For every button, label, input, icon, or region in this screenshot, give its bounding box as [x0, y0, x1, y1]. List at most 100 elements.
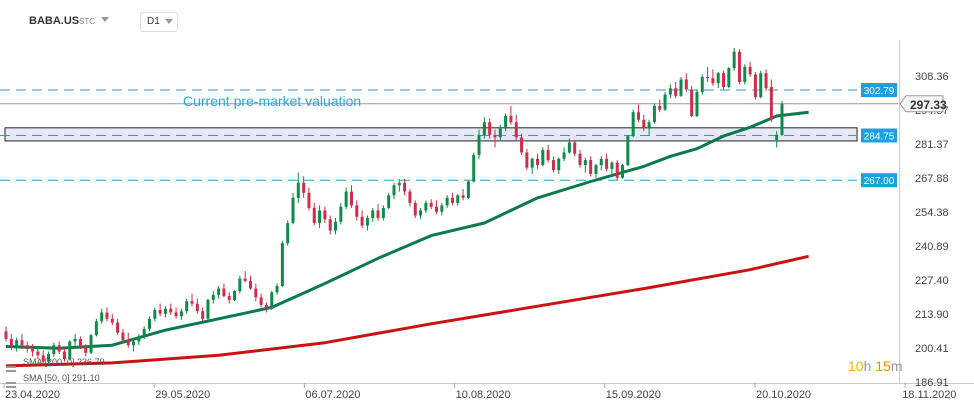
- indicator-value: 236.79: [77, 357, 105, 367]
- candle-body: [695, 92, 699, 116]
- candle: [403, 178, 407, 196]
- candle: [562, 147, 566, 162]
- candle-body: [334, 221, 338, 231]
- candle: [658, 99, 662, 113]
- candle: [775, 131, 779, 148]
- candle-body: [743, 66, 747, 82]
- candle-body: [668, 88, 672, 95]
- level-tag: 267.00: [861, 173, 897, 188]
- candle: [381, 205, 385, 221]
- candle: [110, 313, 114, 326]
- timeframe-label: D1: [147, 16, 160, 27]
- candle: [679, 76, 683, 98]
- candle: [233, 289, 237, 302]
- eye-icon[interactable]: [6, 376, 16, 388]
- candle-body: [31, 349, 35, 352]
- candle-body: [291, 197, 295, 224]
- candle: [89, 333, 93, 355]
- candle: [599, 156, 603, 171]
- chevron-down-icon[interactable]: [101, 17, 109, 22]
- candle-body: [642, 119, 646, 129]
- instrument-type-selector[interactable]: STC: [79, 17, 95, 26]
- indicator-sma200-label[interactable]: SMA [200, 0] 236.79: [23, 357, 105, 367]
- candle: [764, 69, 768, 91]
- candle: [259, 293, 263, 308]
- candle-body: [488, 122, 492, 135]
- candle-body: [36, 351, 40, 356]
- candle-body: [663, 94, 667, 110]
- candle: [525, 148, 529, 171]
- candle-body: [84, 346, 88, 353]
- candle-body: [280, 243, 284, 287]
- candle: [753, 71, 757, 100]
- timer-hours: 10: [848, 358, 864, 374]
- level-tag: 302.79: [861, 83, 897, 98]
- candle: [20, 333, 24, 350]
- candle-body: [190, 301, 194, 304]
- candle: [280, 240, 284, 288]
- candle: [73, 333, 77, 347]
- candle-body: [392, 185, 396, 196]
- timeframe-selector[interactable]: D1: [140, 12, 178, 32]
- candle: [530, 157, 534, 174]
- candle-body: [116, 322, 120, 333]
- candle: [716, 71, 720, 89]
- candle: [78, 336, 82, 350]
- y-tick-label: 227.40: [915, 275, 949, 287]
- candle: [25, 341, 29, 353]
- candle-body: [413, 202, 417, 216]
- candle: [312, 202, 316, 226]
- candle-body: [647, 122, 651, 129]
- candle: [668, 84, 672, 99]
- indicator-value: 291.10: [72, 373, 100, 383]
- level-tag-value: 284.75: [864, 131, 895, 142]
- candle-body: [520, 137, 524, 153]
- candle-body: [174, 312, 178, 317]
- candle: [440, 202, 444, 216]
- candle-body: [514, 122, 518, 138]
- candle-body: [73, 338, 77, 342]
- sma50-line: [5, 110, 809, 350]
- current-price-tag-bg: [899, 95, 944, 113]
- candle-body: [100, 312, 104, 322]
- candle: [706, 66, 710, 82]
- candle-body: [764, 73, 768, 89]
- candle: [142, 326, 146, 339]
- candle: [100, 308, 104, 324]
- candle-body: [748, 66, 752, 75]
- x-tick-label: 18.11.2020: [902, 389, 956, 401]
- candle: [578, 149, 582, 168]
- candle: [4, 326, 8, 342]
- indicator-sma50-label[interactable]: SMA [50, 0] 291.10: [23, 373, 100, 383]
- candle: [264, 302, 268, 313]
- candle-body: [94, 321, 98, 336]
- candle-body: [105, 312, 109, 319]
- candle: [743, 64, 747, 85]
- indicator-name: SMA [200, 0]: [23, 357, 75, 367]
- level-tag: 284.75: [861, 128, 897, 143]
- candle: [211, 291, 215, 304]
- chevron-down-icon[interactable]: [165, 19, 173, 24]
- candle-body: [780, 103, 784, 135]
- candle: [456, 194, 460, 206]
- candle-body: [376, 210, 380, 219]
- candle-body: [163, 308, 167, 314]
- candle: [514, 114, 518, 140]
- candle: [488, 118, 492, 139]
- candle-body: [264, 304, 268, 309]
- candle-body: [594, 165, 598, 174]
- candle: [323, 206, 327, 224]
- candle: [652, 103, 656, 124]
- indicator-name: SMA [50, 0]: [23, 373, 70, 383]
- candle-body: [126, 340, 130, 346]
- candle: [509, 105, 513, 125]
- candle-body: [254, 288, 258, 298]
- candle-body: [536, 158, 539, 166]
- eye-icon[interactable]: [6, 360, 16, 372]
- candle-body: [599, 158, 603, 166]
- candle-body: [498, 128, 502, 138]
- candle-body: [408, 191, 412, 203]
- y-tick-label: 281.37: [915, 139, 949, 151]
- candle-body: [652, 105, 656, 123]
